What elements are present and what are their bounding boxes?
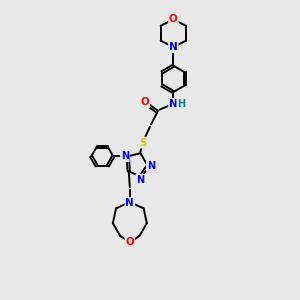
Text: N: N — [136, 175, 145, 184]
Text: N: N — [125, 198, 134, 208]
Text: N: N — [169, 42, 178, 52]
Text: N: N — [169, 99, 178, 109]
Text: O: O — [125, 237, 134, 248]
Text: N: N — [121, 152, 129, 161]
Text: S: S — [139, 138, 146, 148]
Text: O: O — [140, 97, 149, 107]
Text: N: N — [147, 161, 155, 171]
Text: O: O — [169, 14, 178, 24]
Text: H: H — [177, 99, 185, 109]
